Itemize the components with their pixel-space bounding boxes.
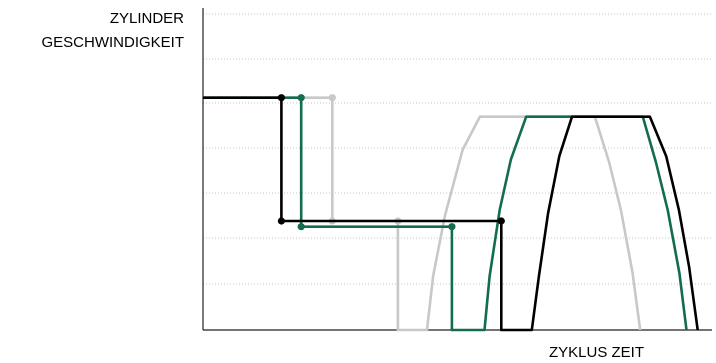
series-2-marker-2 [497,217,505,225]
series-2-marker-1 [277,217,285,225]
series-line-0 [203,96,642,332]
series-1-marker-1 [297,223,305,231]
series-1-marker-2 [448,223,456,231]
series-2 [203,94,699,332]
series-line-2 [203,96,699,332]
series-line-1 [203,96,688,332]
y-axis-label-line-2: GESCHWINDIGKEIT [41,34,184,51]
series-2-marker-0 [277,94,285,102]
series-group [203,94,699,332]
axis-labels: ZYLINDER GESCHWINDIGKEIT ZYKLUS ZEIT [41,10,644,361]
x-axis-label: ZYKLUS ZEIT [549,344,644,361]
series-0 [203,94,642,332]
series-1-marker-0 [297,94,305,102]
series-1 [203,94,688,332]
series-0-marker-0 [328,94,336,102]
y-axis-label-line-1: ZYLINDER [110,10,184,27]
grid [203,13,712,285]
